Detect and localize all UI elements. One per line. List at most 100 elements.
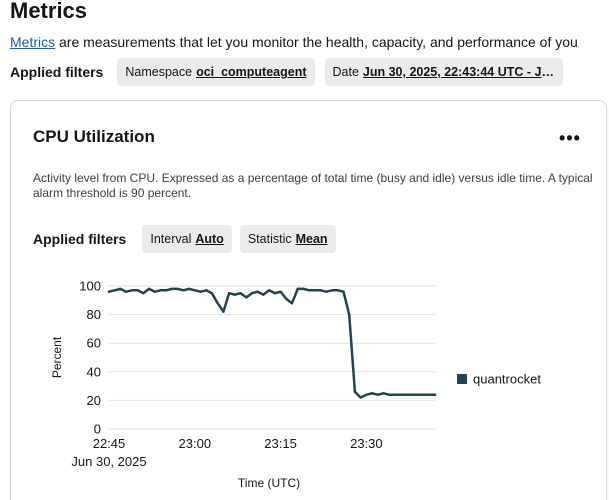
data-point [210, 291, 214, 295]
data-point [222, 310, 225, 313]
data-point [233, 293, 237, 296]
data-point [348, 313, 351, 316]
data-point [159, 289, 162, 292]
cpu-utilization-chart: 0 20 40 60 80 100 Percent 22:45 Jun 30, 2025 23:0… [39, 271, 599, 500]
data-point [416, 393, 420, 396]
date-filter-chip[interactable]: Date Jun 30, 2025, 22:43:44 UTC - Ju... [324, 58, 563, 86]
card-description: Activity level from CPU. Expressed as a … [33, 171, 593, 200]
x-tick-sublabel: Jun 30, 2025 [71, 454, 146, 469]
cpu-utilization-card: CPU Utilization ••• Activity level from … [10, 100, 607, 500]
card-title: CPU Utilization [33, 127, 155, 146]
y-tick-label: 40 [87, 364, 101, 379]
data-point [313, 289, 317, 292]
date-filter-value[interactable]: Jun 30, 2025, 22:43:44 UTC - Ju... [362, 65, 555, 79]
y-tick-label: 100 [79, 279, 101, 294]
legend-swatch [457, 374, 467, 384]
ellipsis-icon[interactable]: ••• [559, 127, 581, 148]
statistic-filter-chip[interactable]: Statistic Mean [239, 225, 336, 253]
statistic-filter-label: Statistic [247, 232, 292, 246]
data-point [330, 289, 334, 292]
data-point [262, 293, 265, 296]
data-point [193, 289, 196, 292]
data-point [113, 289, 116, 292]
data-point [273, 291, 277, 295]
data-point [336, 289, 339, 292]
data-point [428, 393, 431, 396]
data-point [433, 393, 437, 396]
data-point [245, 296, 248, 299]
data-point [319, 289, 322, 292]
intro-text: are measurements that let you monitor th… [55, 34, 578, 50]
x-tick-label: 22:45 [93, 436, 126, 451]
x-tick-label: 23:00 [179, 436, 212, 451]
data-point [325, 290, 328, 293]
y-tick-label: 80 [87, 307, 101, 322]
data-point [353, 390, 357, 394]
data-point [290, 301, 294, 305]
legend-label: quantrocket [473, 372, 541, 387]
data-point [370, 392, 374, 395]
data-point [422, 393, 425, 396]
data-point [176, 287, 179, 291]
data-point [376, 393, 380, 396]
data-point [342, 290, 345, 293]
data-point [279, 290, 282, 293]
page-title: Metrics [10, 0, 88, 23]
data-point [136, 289, 139, 292]
applied-filters-label: Applied filters [10, 64, 104, 80]
statistic-filter-value[interactable]: Mean [295, 232, 328, 246]
interval-filter-value[interactable]: Auto [195, 232, 224, 246]
namespace-filter-chip[interactable]: Namespace oci_computeagent [117, 58, 315, 86]
data-point [153, 290, 156, 293]
data-point [199, 290, 202, 293]
y-tick-label: 60 [87, 336, 101, 351]
data-point [302, 287, 305, 291]
data-point [164, 289, 168, 292]
page-intro: Metrics are measurements that let you mo… [10, 34, 578, 50]
data-point [256, 290, 259, 293]
interval-filter-chip[interactable]: Interval Auto [142, 225, 232, 253]
chart-svg: 0 20 40 60 80 100 Percent 22:45 Jun 30, 2025 23:0… [50, 279, 541, 491]
data-point [393, 393, 397, 396]
data-point [388, 393, 391, 396]
data-point [124, 290, 128, 293]
applied-filters-bar: Applied filters Namespace oci_computeage… [10, 58, 573, 86]
data-point [359, 396, 362, 399]
y-tick-label: 20 [87, 393, 101, 408]
interval-filter-label: Interval [150, 232, 192, 246]
card-applied-filters-label: Applied filters [33, 231, 127, 247]
data-point [365, 393, 368, 396]
date-filter-label: Date [332, 65, 359, 79]
data-point [399, 393, 402, 396]
card-applied-filters: Applied filters Interval Auto Statistic … [33, 225, 344, 253]
data-point [147, 287, 151, 291]
series-line-quantrocket [107, 287, 437, 399]
data-point [227, 291, 231, 295]
data-point [182, 289, 185, 292]
data-point [267, 289, 271, 292]
x-axis-label: Time (UTC) [238, 476, 300, 490]
data-point [250, 291, 254, 295]
data-point [410, 393, 414, 396]
data-point [130, 289, 134, 292]
y-axis-label: Percent [50, 336, 64, 378]
data-point [382, 392, 385, 395]
data-point [285, 297, 288, 301]
metrics-link[interactable]: Metrics [10, 34, 56, 50]
data-point [170, 287, 174, 291]
data-point [119, 287, 122, 291]
y-tick-label: 0 [94, 422, 101, 437]
data-point [187, 287, 191, 291]
data-point [216, 301, 219, 305]
namespace-filter-value[interactable]: oci_computeagent [196, 65, 307, 79]
data-point [296, 287, 299, 291]
x-tick-label: 23:15 [264, 436, 297, 451]
data-point [239, 291, 242, 295]
namespace-filter-label: Namespace [125, 65, 193, 79]
data-point [107, 290, 111, 293]
data-point [405, 393, 408, 396]
data-point [205, 289, 208, 292]
x-tick-label: 23:30 [350, 436, 383, 451]
data-point [142, 291, 145, 295]
data-point [307, 289, 311, 292]
